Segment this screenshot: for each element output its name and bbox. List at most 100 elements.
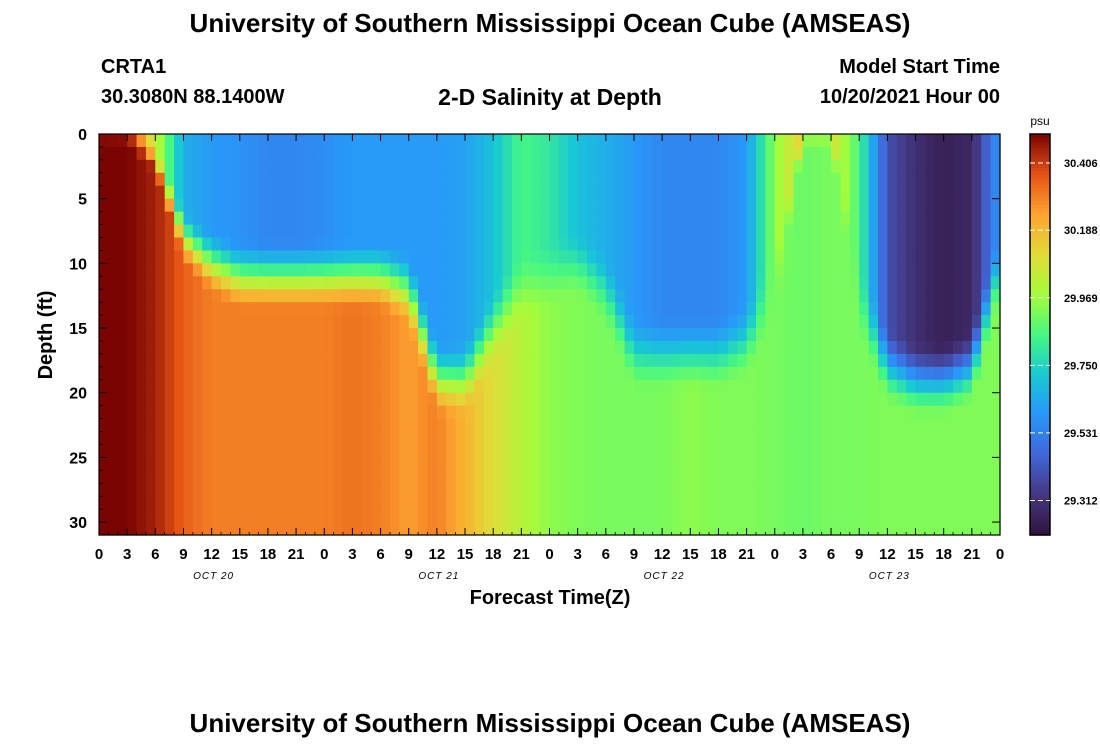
colorbar-segment [1030,220,1050,225]
heatmap-cell [624,457,635,471]
heatmap-cell [699,276,710,290]
heatmap-cell [192,483,203,497]
heatmap-cell [558,224,569,239]
heatmap-cell [343,496,354,510]
heatmap-cell [568,237,579,252]
heatmap-cell [333,276,344,290]
heatmap-cell [924,340,935,355]
heatmap-cell [324,457,335,471]
heatmap-cell [934,522,945,536]
heatmap-cell [680,224,691,239]
heatmap-cell [962,496,973,510]
heatmap-cell [174,134,185,148]
heatmap-cell [971,340,982,355]
heatmap-cell [221,457,231,471]
heatmap-cell [99,328,109,342]
heatmap-cell [746,315,757,329]
heatmap-cell [577,353,588,368]
heatmap-cell [802,289,813,303]
heatmap-cell [155,198,166,213]
heatmap-cell [596,159,607,174]
heatmap-cell [981,379,992,394]
heatmap-cell [587,224,598,239]
heatmap-cell [117,522,128,536]
heatmap-cell [286,198,297,213]
heatmap-cell [868,483,879,497]
heatmap-cell [389,522,400,536]
heatmap-cell [774,470,785,484]
heatmap-cell [258,509,269,523]
colorbar-segment [1030,391,1050,396]
heatmap-cell [690,496,701,510]
heatmap-cell [380,289,391,303]
heatmap-cell [446,315,457,329]
heatmap-cell [549,289,560,303]
heatmap-cell [174,405,185,420]
heatmap-cell [436,276,447,290]
heatmap-cell [521,522,532,536]
heatmap-cell [446,146,457,161]
heatmap-cell [277,237,288,252]
heatmap-cell [99,392,109,407]
x-tick-label: 21 [288,546,305,563]
heatmap-cell [840,198,851,213]
colorbar-segment [1030,237,1050,242]
heatmap-cell [389,379,400,394]
heatmap-cell [802,263,813,277]
heatmap-cell [267,315,278,329]
heatmap-cell [727,289,738,303]
heatmap-cell [258,211,269,226]
heatmap-cell [896,379,907,394]
heatmap-cell [699,159,710,174]
heatmap-cell [558,146,569,161]
heatmap-cell [558,185,569,200]
heatmap-cell [380,457,391,471]
heatmap-cell [605,315,616,329]
colorbar-segment [1030,301,1050,306]
heatmap-cell [474,353,485,368]
heatmap-cell [896,159,907,174]
heatmap-cell [324,198,335,213]
heatmap-cell [690,379,701,394]
heatmap-cell [136,444,147,458]
heatmap-cell [164,379,175,394]
heatmap-cell [230,353,241,368]
heatmap-cell [755,483,766,497]
heatmap-cell [371,340,382,355]
heatmap-cell [680,379,691,394]
heatmap-cell [615,405,626,420]
heatmap-cell [812,302,823,316]
heatmap-cell [239,224,250,239]
heatmap-cell [868,366,879,381]
heatmap-cell [427,237,438,252]
heatmap-cell [558,379,569,394]
heatmap-cell [934,470,945,484]
heatmap-cell [568,392,579,407]
colorbar-segment [1030,284,1050,289]
heatmap-cell [755,444,766,458]
heatmap-cell [624,185,635,200]
heatmap-cell [314,146,325,161]
heatmap-cell [136,483,147,497]
heatmap-cell [718,159,729,174]
heatmap-cell [887,366,898,381]
heatmap-cell [859,263,870,277]
heatmap-cell [249,146,260,161]
heatmap-cell [371,263,382,277]
heatmap-cell [352,379,363,394]
heatmap-cell [108,405,119,420]
heatmap-cell [981,172,992,187]
heatmap-cell [793,302,804,316]
heatmap-cell [605,392,616,407]
heatmap-cell [455,237,466,252]
x-tick-label: 3 [799,546,807,563]
heatmap-cell [455,159,466,174]
heatmap-cell [849,159,860,174]
heatmap-cell [812,496,823,510]
heatmap-cell [117,379,128,394]
heatmap-cell [868,276,879,290]
heatmap-cell [680,418,691,433]
heatmap-cell [343,224,354,239]
heatmap-cell [587,470,598,484]
heatmap-cell [643,457,654,471]
